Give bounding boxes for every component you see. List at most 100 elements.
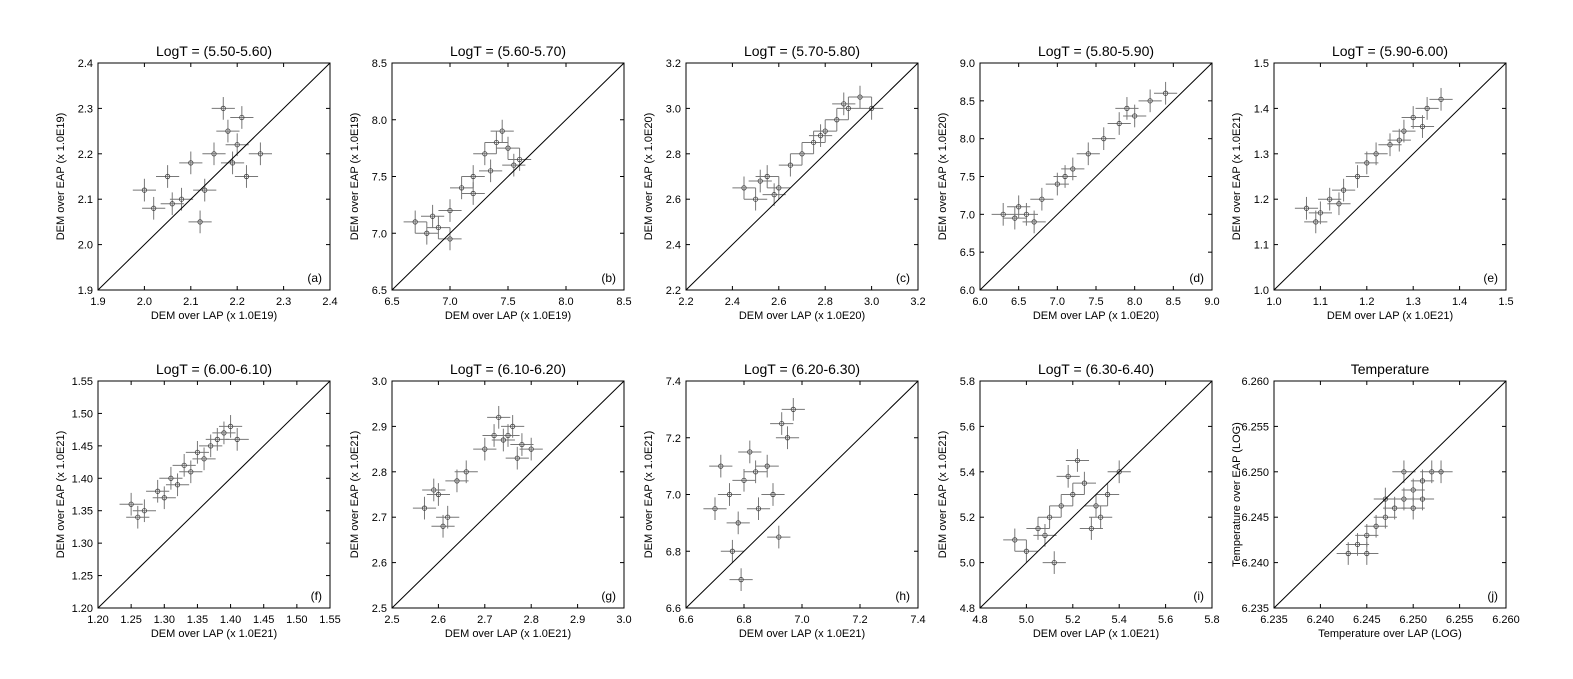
x-tick-label: 5.2 (1065, 614, 1080, 626)
point-marker (1147, 98, 1153, 104)
data-point (431, 514, 455, 538)
point-marker (1373, 523, 1379, 529)
point-marker (1382, 514, 1388, 520)
point-marker (1327, 196, 1333, 202)
point-marker (764, 173, 770, 180)
x-tick-label: 1.5 (1498, 296, 1513, 308)
data-point (1410, 487, 1435, 511)
y-tick-label: 6.240 (1241, 558, 1269, 570)
panel-tag: (b) (601, 271, 616, 285)
point-marker (1081, 480, 1088, 486)
point-marker (499, 128, 505, 134)
y-axis-label: DEM over EAP (x 1.0E20) (937, 113, 949, 241)
x-tick-label: 5.0 (1019, 614, 1034, 626)
point-marker (445, 514, 451, 520)
point-marker (1023, 548, 1030, 554)
point-marker (1424, 105, 1430, 112)
y-tick-label: 2.0 (78, 240, 93, 252)
point-marker (487, 168, 494, 174)
data-point (1392, 119, 1416, 143)
data-point (1026, 517, 1050, 540)
x-tick-label: 4.8 (972, 614, 987, 626)
point-marker (202, 187, 208, 193)
point-marker (776, 185, 782, 191)
x-tick-label: 2.2 (678, 296, 693, 308)
diagonal-line (1273, 380, 1507, 609)
x-axis-label: DEM over LAP (x 1.0E20) (739, 310, 865, 322)
panel: 6.0 6.5 7.0 7.5 8.0 8.5 9.0 6.0 6.5 7.0 7.5 8.0 8.5 9… (937, 43, 1220, 322)
point-marker (454, 478, 460, 484)
data-point (165, 473, 190, 497)
point-marker (834, 117, 840, 123)
point-marker (188, 469, 194, 475)
x-axis-label: DEM over LAP (x 1.0E19) (151, 310, 277, 322)
point-marker (1016, 204, 1022, 210)
y-tick-label: 6.8 (666, 546, 681, 558)
data-point (230, 106, 254, 129)
point-marker (1012, 537, 1018, 543)
panel-tag: (d) (1189, 271, 1204, 285)
data-point (146, 479, 170, 503)
plot-frame (1273, 62, 1507, 291)
data-point (220, 151, 245, 175)
data-point (746, 497, 771, 521)
panel-tag: (h) (895, 589, 910, 603)
x-axis-label: DEM over LAP (x 1.0E21) (151, 628, 277, 640)
panel: 6.235 6.240 6.245 6.250 6.255 6.260 6.235 6.240… (1231, 361, 1520, 640)
point-marker (229, 160, 236, 166)
y-tick-label: 3.2 (666, 58, 681, 70)
x-tick-label: 7.0 (442, 296, 457, 308)
point-marker (1401, 128, 1407, 134)
point-marker (1051, 559, 1057, 566)
point-marker (421, 505, 428, 511)
y-axis-label: Temperature over EAP (LOG) (1231, 422, 1243, 567)
data-point (225, 428, 249, 451)
data-point (211, 97, 235, 120)
data-point (132, 178, 156, 202)
x-tick-label: 1.50 (286, 614, 307, 626)
x-tick-label: 2.1 (183, 296, 198, 308)
y-tick-label: 3.0 (372, 376, 387, 388)
point-marker (1101, 136, 1107, 142)
data-point (132, 499, 156, 523)
point-marker (1387, 142, 1393, 148)
point-marker (1382, 496, 1388, 502)
y-tick-label: 2.7 (372, 512, 387, 524)
point-marker (447, 236, 453, 242)
point-marker (1042, 532, 1048, 538)
data-point (726, 511, 750, 535)
point-marker (505, 432, 511, 439)
data-point (496, 424, 520, 447)
data-point (1022, 210, 1046, 234)
panel: 1.20 1.25 1.30 1.35 1.40 1.45 1.50 1.55 1.20 1.25… (55, 361, 341, 640)
point-marker (770, 491, 776, 498)
x-tick-label: 1.45 (253, 614, 274, 626)
point-marker (726, 491, 733, 498)
x-tick-label: 8.5 (1166, 296, 1181, 308)
x-tick-label: 5.8 (1204, 614, 1219, 626)
point-marker (429, 213, 436, 219)
point-marker (1438, 96, 1444, 102)
data-point (205, 428, 229, 451)
data-point (767, 525, 791, 549)
data-point (1410, 115, 1435, 138)
point-marker (747, 449, 753, 455)
data-point (160, 192, 184, 216)
point-marker (440, 523, 446, 529)
point-marker (1124, 105, 1130, 112)
data-point (490, 119, 514, 143)
data-point (179, 151, 203, 175)
x-tick-label: 5.4 (1112, 614, 1127, 626)
data-point (169, 187, 194, 211)
point-marker (1012, 215, 1018, 221)
data-point (496, 136, 520, 160)
x-tick-label: 8.5 (616, 296, 631, 308)
data-point (473, 437, 497, 461)
data-point (825, 108, 849, 132)
point-marker (1364, 532, 1370, 538)
y-tick-label: 2.8 (666, 149, 681, 161)
y-axis-label: DEM over EAP (x 1.0E21) (55, 431, 67, 559)
data-point (1033, 524, 1057, 547)
data-point (1355, 151, 1379, 175)
